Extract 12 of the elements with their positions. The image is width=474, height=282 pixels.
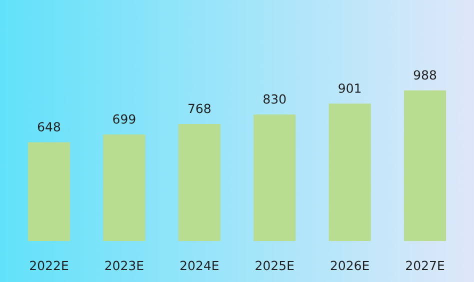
data-label: 988 (414, 70, 436, 80)
x-tick-label: 2023E (105, 260, 144, 270)
data-label: 901 (338, 83, 361, 93)
x-tick-label: 2024E (180, 260, 218, 270)
data-label: 768 (188, 104, 210, 114)
x-tick-label: 2025E (256, 260, 294, 270)
data-label: 830 (264, 94, 286, 104)
data-label: 648 (38, 122, 60, 132)
x-tick-label: 2022E (30, 260, 68, 270)
x-tick-label: 2026E (330, 260, 369, 270)
x-tick-label: 2027E (406, 260, 444, 270)
data-label: 699 (113, 114, 136, 124)
